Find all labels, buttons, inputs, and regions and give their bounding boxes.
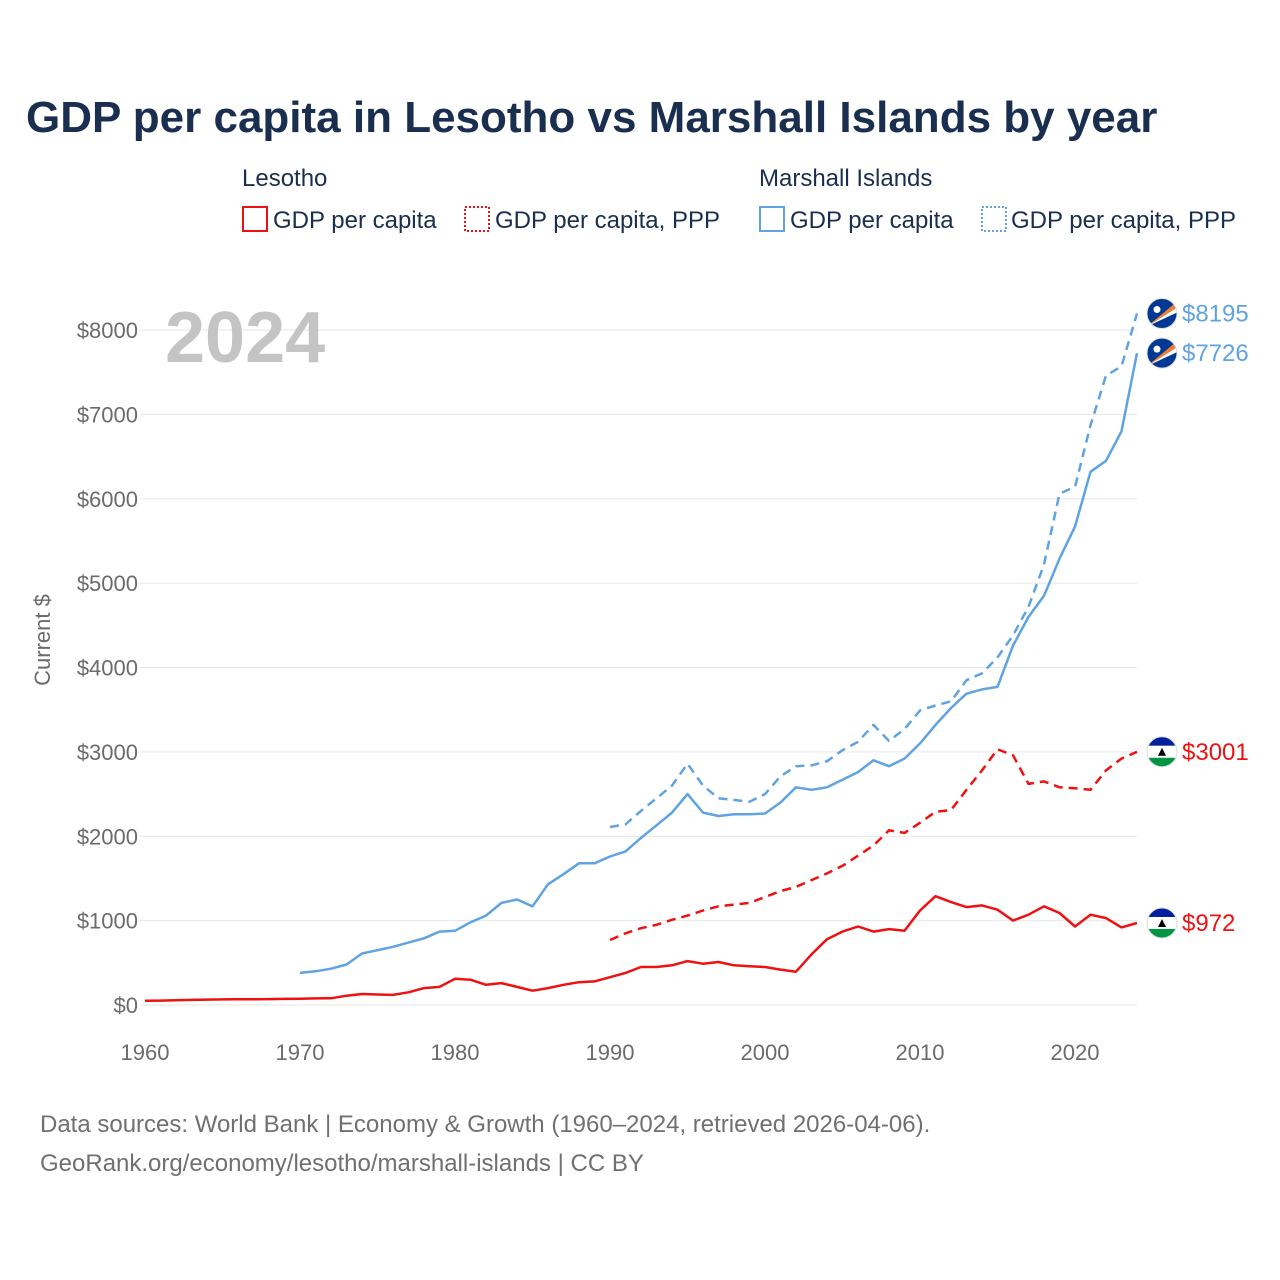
legend-item-lesotho-gdp: GDP per capita bbox=[273, 207, 437, 234]
legend: Lesotho GDP per capita GDP per capita, P… bbox=[242, 165, 1236, 234]
series-line-marshall-ppp bbox=[609, 313, 1139, 829]
footer-sources: Data sources: World Bank | Economy & Gro… bbox=[40, 1111, 930, 1138]
chart-title: GDP per capita in Lesotho vs Marshall Is… bbox=[26, 93, 1157, 142]
year-watermark: 2024 bbox=[165, 298, 325, 378]
legend-swatch-lesotho-gdp bbox=[242, 206, 268, 232]
y-tick-label: $1000 bbox=[77, 909, 138, 934]
lesotho-flag-icon bbox=[1146, 736, 1178, 768]
end-markers: $972 $3001 $7726 $8195 bbox=[1146, 298, 1249, 939]
end-value-label: $7726 bbox=[1182, 340, 1249, 367]
legend-swatch-lesotho-ppp bbox=[464, 206, 490, 232]
y-tick-label: $2000 bbox=[77, 824, 138, 849]
end-value-label: $972 bbox=[1182, 910, 1235, 937]
gridlines bbox=[140, 329, 1137, 1006]
series-line-lesotho-gdp bbox=[144, 894, 1138, 1003]
end-value-label: $8195 bbox=[1182, 301, 1249, 328]
y-tick-label: $7000 bbox=[77, 402, 138, 427]
legend-item-marshall-ppp: GDP per capita, PPP bbox=[1011, 207, 1236, 234]
y-tick-labels: $0 $1000 $2000 $3000 $4000 $5000 $6000 $7000 $80… bbox=[77, 318, 138, 1018]
lesotho-flag-icon bbox=[1146, 907, 1178, 939]
footer-link[interactable]: GeoRank.org/economy/lesotho/marshall-isl… bbox=[40, 1150, 644, 1177]
x-tick-labels: 1960 1970 1980 1990 2000 2010 2020 bbox=[121, 1040, 1100, 1065]
y-tick-label: $6000 bbox=[77, 487, 138, 512]
series-line-lesotho-ppp bbox=[609, 748, 1138, 942]
x-tick-label: 1970 bbox=[276, 1040, 325, 1065]
y-axis-label: Current $ bbox=[30, 594, 55, 686]
legend-group-lesotho: Lesotho bbox=[242, 165, 327, 192]
y-tick-label: $0 bbox=[114, 993, 138, 1018]
legend-item-marshall-gdp: GDP per capita bbox=[790, 207, 954, 234]
x-tick-label: 1960 bbox=[121, 1040, 170, 1065]
y-tick-label: $3000 bbox=[77, 740, 138, 765]
x-tick-label: 2020 bbox=[1051, 1040, 1100, 1065]
x-tick-label: 1980 bbox=[431, 1040, 480, 1065]
marshall-islands-flag-icon bbox=[1146, 298, 1178, 330]
marshall-islands-flag-icon bbox=[1146, 337, 1178, 369]
end-value-label: $3001 bbox=[1182, 739, 1249, 766]
y-tick-label: $5000 bbox=[77, 571, 138, 596]
series-lines bbox=[144, 313, 1139, 1003]
legend-swatch-marshall-ppp bbox=[981, 206, 1007, 232]
x-tick-label: 2010 bbox=[896, 1040, 945, 1065]
y-tick-label: $4000 bbox=[77, 656, 138, 681]
series-line-marshall-gdp bbox=[299, 352, 1139, 975]
legend-group-marshall: Marshall Islands bbox=[759, 165, 932, 192]
x-tick-label: 2000 bbox=[741, 1040, 790, 1065]
x-tick-label: 1990 bbox=[586, 1040, 635, 1065]
y-tick-label: $8000 bbox=[77, 318, 138, 343]
legend-swatch-marshall-gdp bbox=[759, 206, 785, 232]
legend-item-lesotho-ppp: GDP per capita, PPP bbox=[495, 207, 720, 234]
